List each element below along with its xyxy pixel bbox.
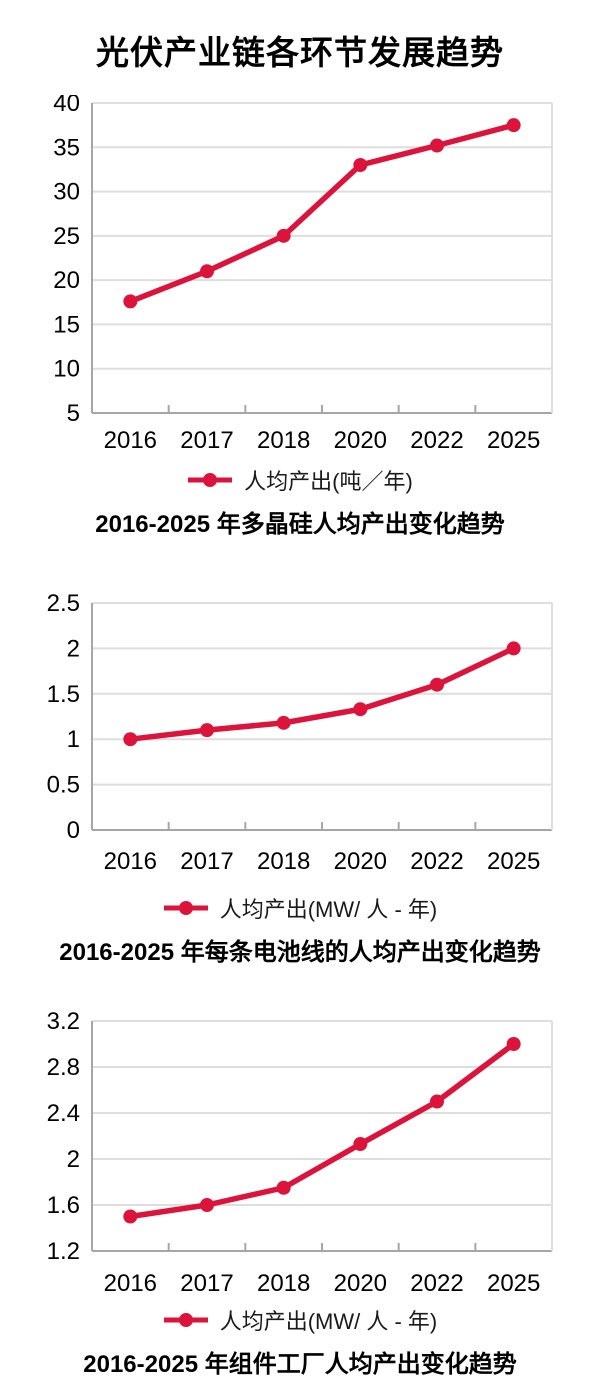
chart-caption-module-factory: 2016-2025 年组件工厂人均产出变化趋势: [83, 1351, 517, 1378]
svg-text:1.6: 1.6: [47, 1192, 80, 1219]
svg-text:2016: 2016: [104, 1270, 157, 1297]
svg-text:40: 40: [53, 95, 80, 117]
chart-section-module-factory: 1.2 1.6 2 2.4 2.8 3.2 2016 2017 2018 2020 2022 2025…: [0, 1011, 600, 1379]
line-series-marker-icon: [163, 1313, 208, 1327]
svg-text:2018: 2018: [257, 427, 310, 454]
svg-text:35: 35: [53, 134, 80, 161]
svg-text:2: 2: [67, 635, 80, 662]
svg-text:2016: 2016: [104, 848, 157, 875]
svg-text:20: 20: [53, 267, 80, 294]
chart-caption-polysilicon: 2016-2025 年多晶硅人均产出变化趋势: [95, 511, 505, 538]
legend-label: 人均产出(吨／年): [244, 469, 413, 494]
line-series-marker-icon: [188, 473, 233, 487]
svg-text:2017: 2017: [180, 427, 233, 454]
svg-text:1.2: 1.2: [47, 1238, 80, 1265]
svg-text:2017: 2017: [180, 1270, 233, 1297]
svg-text:2020: 2020: [334, 427, 387, 454]
svg-text:2018: 2018: [257, 1270, 310, 1297]
svg-text:2025: 2025: [487, 848, 540, 875]
chart-caption-cell-line: 2016-2025 年每条电池线的人均产出变化趋势: [59, 939, 541, 966]
svg-text:2025: 2025: [487, 427, 540, 454]
svg-text:2017: 2017: [180, 848, 233, 875]
svg-text:2018: 2018: [257, 848, 310, 875]
chart-section-cell-line: 0 0.5 1 1.5 2 2.5 2016 2017 2018 2020 2022 2025 人均产…: [0, 593, 600, 967]
module-factory-line-chart: 1.2 1.6 2 2.4 2.8 3.2 2016 2017 2018 2020 2022 2025: [47, 1011, 553, 1297]
legend-polysilicon: 人均产出(吨／年): [0, 465, 600, 495]
svg-text:2.8: 2.8: [47, 1054, 80, 1081]
chart-section-polysilicon: 5 10 15 20 25 30 35 40 2016 2017 2018 2020 2022 2025 …: [0, 95, 600, 539]
svg-text:3.2: 3.2: [47, 1011, 80, 1035]
cell-line-line-chart: 0 0.5 1 1.5 2 2.5 2016 2017 2018 2020 2022 2025: [47, 593, 553, 875]
svg-text:15: 15: [53, 311, 80, 338]
svg-text:1: 1: [67, 726, 80, 753]
svg-text:2022: 2022: [410, 1270, 463, 1297]
page-title: 光伏产业链各环节发展趋势: [96, 34, 504, 71]
svg-text:2022: 2022: [410, 427, 463, 454]
legend-cell-line: 人均产出(MW/ 人 - 年): [0, 893, 600, 923]
svg-text:2016: 2016: [104, 427, 157, 454]
svg-text:2: 2: [67, 1146, 80, 1173]
svg-text:2.5: 2.5: [47, 593, 80, 617]
svg-text:2025: 2025: [487, 1270, 540, 1297]
svg-text:1.5: 1.5: [47, 681, 80, 708]
legend-label: 人均产出(MW/ 人 - 年): [219, 897, 438, 922]
legend-module-factory: 人均产出(MW/ 人 - 年): [0, 1305, 600, 1335]
legend-label: 人均产出(MW/ 人 - 年): [219, 1309, 438, 1334]
line-series-marker-icon: [163, 901, 208, 915]
svg-text:30: 30: [53, 179, 80, 206]
svg-text:2020: 2020: [334, 848, 387, 875]
svg-text:2.4: 2.4: [47, 1100, 80, 1127]
svg-text:2022: 2022: [410, 848, 463, 875]
svg-text:0.5: 0.5: [47, 772, 80, 799]
svg-text:25: 25: [53, 223, 80, 250]
svg-text:0: 0: [67, 817, 80, 844]
svg-text:2020: 2020: [334, 1270, 387, 1297]
svg-text:5: 5: [67, 400, 80, 427]
svg-text:10: 10: [53, 356, 80, 383]
